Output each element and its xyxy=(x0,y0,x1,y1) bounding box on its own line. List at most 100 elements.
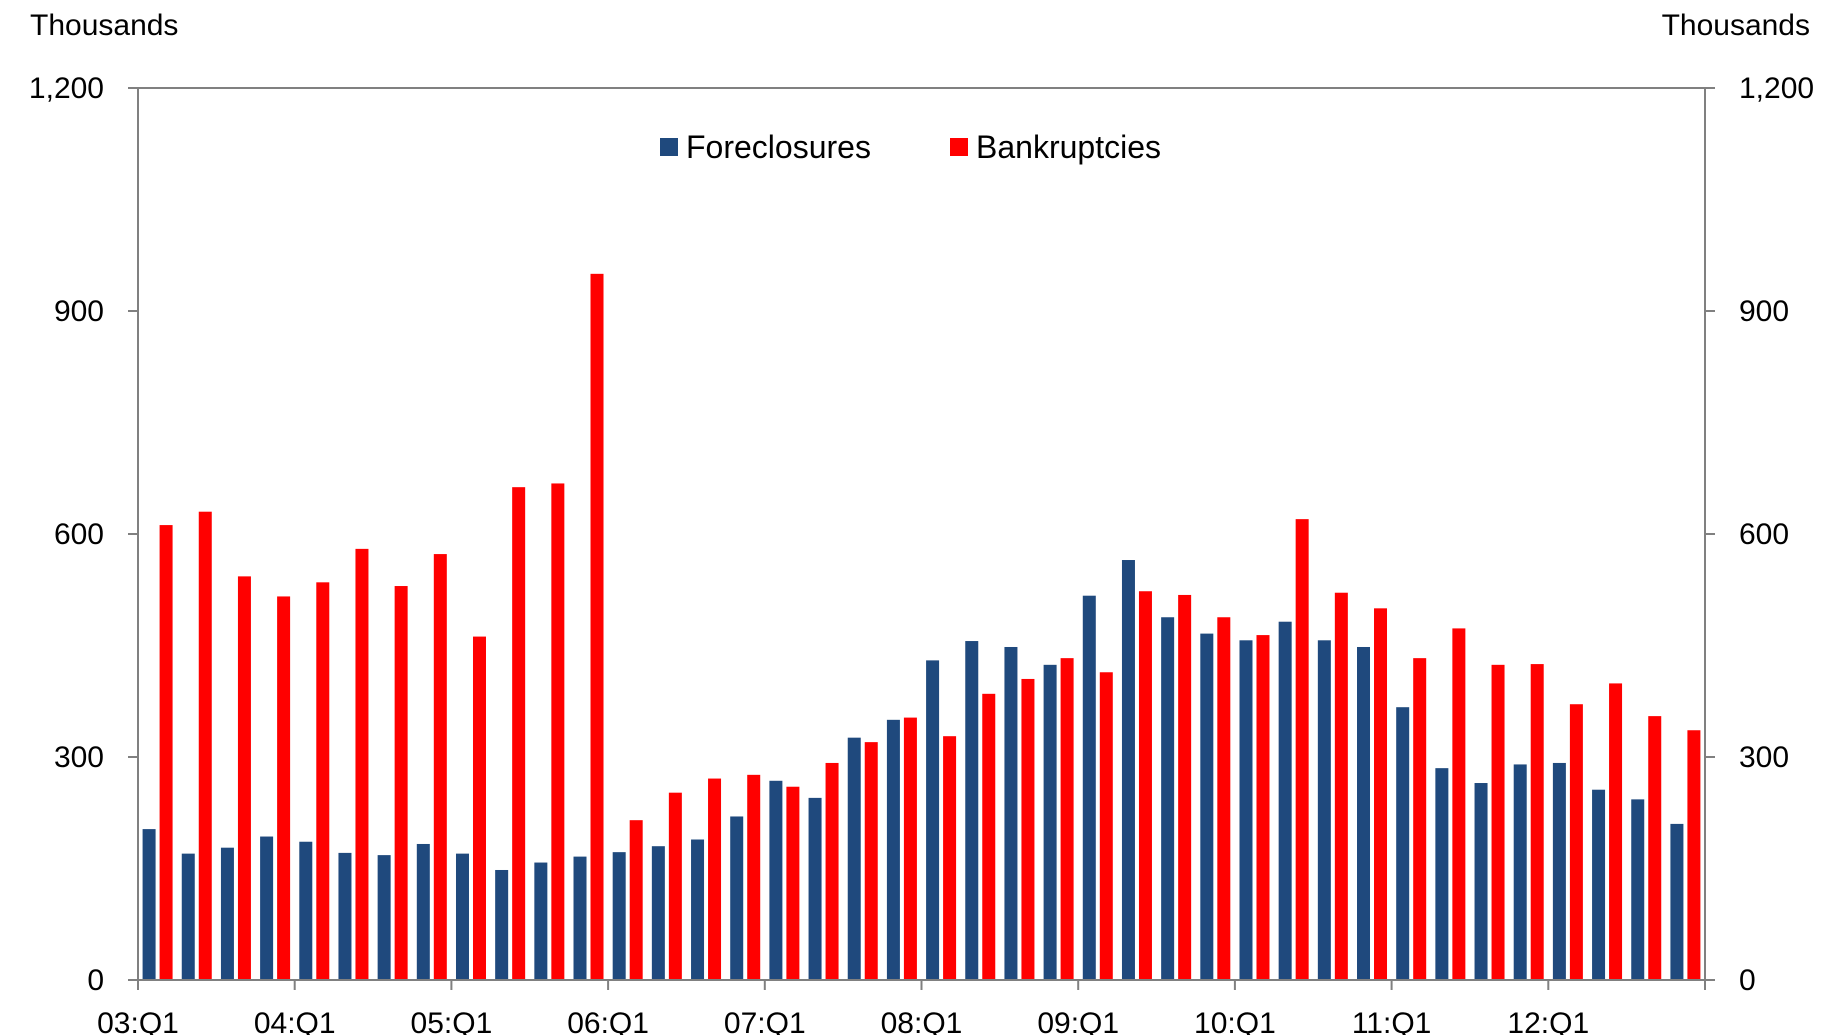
bar-bankruptcies-11-q1 xyxy=(1413,658,1427,980)
bar-bankruptcies-12-q1 xyxy=(1569,704,1583,980)
bar-bankruptcies-09-q1 xyxy=(1099,672,1113,980)
right-axis-unit-label: Thousands xyxy=(1662,9,1810,42)
bar-foreclosures-04-q1 xyxy=(299,841,313,980)
bar-foreclosures-10-q2 xyxy=(1278,621,1292,980)
bar-bankruptcies-06-q1 xyxy=(629,820,643,980)
bar-foreclosures-08-q2 xyxy=(965,641,979,980)
x-ticks-group: 03:Q1 04:Q1 05:Q1 06:Q1 07:Q1 08:Q1 09:Q1 10:Q1… xyxy=(97,980,1706,1035)
bar-foreclosures-03-q3 xyxy=(220,847,234,980)
bar-bankruptcies-10-q2 xyxy=(1295,519,1309,980)
bar-bankruptcies-07-q2 xyxy=(825,762,839,980)
bar-foreclosures-12-q3 xyxy=(1631,799,1645,980)
bar-bankruptcies-04-q4 xyxy=(433,554,447,980)
y-ticks-group: 0 0 300 300 600 600 900 900 1,200 1,200 xyxy=(29,72,1814,997)
bar-foreclosures-07-q3 xyxy=(847,737,861,980)
bar-foreclosures-05-q2 xyxy=(495,869,509,980)
bar-foreclosures-04-q2 xyxy=(338,852,352,980)
bar-foreclosures-09-q4 xyxy=(1200,633,1214,980)
bar-bankruptcies-03-q2 xyxy=(198,511,212,980)
bar-bankruptcies-08-q2 xyxy=(982,693,996,980)
bar-foreclosures-12-q1 xyxy=(1552,762,1566,980)
bar-foreclosures-06-q1 xyxy=(612,852,626,980)
left-y-tick-label: 0 xyxy=(87,964,104,997)
left-y-tick-label: 900 xyxy=(54,295,104,328)
bar-bankruptcies-11-q4 xyxy=(1530,664,1544,980)
right-y-tick-label: 300 xyxy=(1739,741,1789,774)
bar-foreclosures-06-q2 xyxy=(651,846,665,980)
bar-bankruptcies-10-q3 xyxy=(1334,592,1348,980)
bar-bankruptcies-03-q4 xyxy=(277,596,291,980)
axes-group xyxy=(137,87,1706,981)
x-tick-label: 07:Q1 xyxy=(724,1007,806,1035)
bar-bankruptcies-04-q2 xyxy=(355,548,369,980)
x-tick-label: 05:Q1 xyxy=(411,1007,493,1035)
right-y-tick-label: 900 xyxy=(1739,295,1789,328)
bar-bankruptcies-09-q2 xyxy=(1138,591,1152,980)
legend-swatch-bankruptcies xyxy=(950,138,968,156)
bar-foreclosures-08-q4 xyxy=(1043,664,1057,980)
bar-foreclosures-09-q2 xyxy=(1121,560,1135,980)
bar-bankruptcies-11-q2 xyxy=(1452,628,1466,980)
bar-bankruptcies-09-q3 xyxy=(1178,594,1192,980)
right-y-tick-label: 600 xyxy=(1739,518,1789,551)
bar-foreclosures-05-q3 xyxy=(534,862,548,980)
bar-foreclosures-03-q2 xyxy=(181,853,195,980)
bar-foreclosures-05-q1 xyxy=(455,853,469,980)
bar-foreclosures-06-q4 xyxy=(730,816,744,980)
bar-bankruptcies-07-q3 xyxy=(864,742,878,980)
bar-bankruptcies-08-q3 xyxy=(1021,678,1035,980)
legend-label-foreclosures: Foreclosures xyxy=(686,129,871,165)
bars-group xyxy=(142,273,1701,981)
left-y-tick-label: 300 xyxy=(54,741,104,774)
legend: Foreclosures Bankruptcies xyxy=(660,129,1161,165)
bar-bankruptcies-06-q3 xyxy=(708,778,722,980)
bar-foreclosures-05-q4 xyxy=(573,856,587,980)
bar-foreclosures-11-q4 xyxy=(1513,764,1527,980)
right-y-tick-label: 1,200 xyxy=(1739,72,1814,105)
bar-bankruptcies-08-q4 xyxy=(1060,658,1074,980)
x-tick-label: 06:Q1 xyxy=(567,1007,649,1035)
bar-foreclosures-09-q3 xyxy=(1161,617,1175,980)
bar-bankruptcies-03-q1 xyxy=(159,525,173,980)
bar-bankruptcies-06-q4 xyxy=(747,774,761,980)
bar-foreclosures-04-q3 xyxy=(377,855,391,980)
bar-foreclosures-03-q1 xyxy=(142,829,156,980)
bar-foreclosures-11-q1 xyxy=(1396,707,1410,980)
bar-foreclosures-06-q3 xyxy=(691,839,705,980)
legend-label-bankruptcies: Bankruptcies xyxy=(976,129,1161,165)
left-axis-unit-label: Thousands xyxy=(30,9,178,42)
x-tick-label: 03:Q1 xyxy=(97,1007,179,1035)
bar-bankruptcies-04-q1 xyxy=(316,582,330,980)
bar-foreclosures-04-q4 xyxy=(416,843,430,980)
bar-bankruptcies-12-q4 xyxy=(1687,730,1701,980)
bar-bankruptcies-08-q1 xyxy=(943,736,957,980)
bar-foreclosures-10-q4 xyxy=(1357,646,1371,980)
bar-bankruptcies-09-q4 xyxy=(1217,617,1231,980)
bar-bankruptcies-05-q3 xyxy=(551,483,565,980)
bar-bankruptcies-10-q1 xyxy=(1256,635,1270,980)
bar-bankruptcies-12-q2 xyxy=(1609,683,1623,980)
x-tick-label: 08:Q1 xyxy=(881,1007,963,1035)
legend-swatch-foreclosures xyxy=(660,138,678,156)
x-tick-label: 12:Q1 xyxy=(1507,1007,1589,1035)
bar-foreclosures-12-q4 xyxy=(1670,823,1684,980)
left-y-tick-label: 600 xyxy=(54,518,104,551)
bar-bankruptcies-12-q3 xyxy=(1648,716,1662,980)
bar-bankruptcies-11-q3 xyxy=(1491,664,1505,980)
bar-foreclosures-10-q1 xyxy=(1239,640,1253,980)
bar-foreclosures-07-q4 xyxy=(886,719,900,980)
bar-foreclosures-11-q2 xyxy=(1435,768,1449,980)
left-y-tick-label: 1,200 xyxy=(29,72,104,105)
bar-foreclosures-11-q3 xyxy=(1474,783,1488,980)
bar-foreclosures-12-q2 xyxy=(1592,789,1606,980)
x-tick-label: 09:Q1 xyxy=(1037,1007,1119,1035)
bar-foreclosures-09-q1 xyxy=(1082,595,1096,980)
bar-bankruptcies-06-q2 xyxy=(668,792,682,980)
bar-bankruptcies-04-q3 xyxy=(394,586,408,980)
bar-foreclosures-08-q3 xyxy=(1004,646,1018,980)
bar-bankruptcies-05-q1 xyxy=(472,636,486,980)
bar-bankruptcies-07-q1 xyxy=(786,786,800,980)
x-tick-label: 04:Q1 xyxy=(254,1007,336,1035)
bar-bankruptcies-03-q3 xyxy=(237,576,251,980)
